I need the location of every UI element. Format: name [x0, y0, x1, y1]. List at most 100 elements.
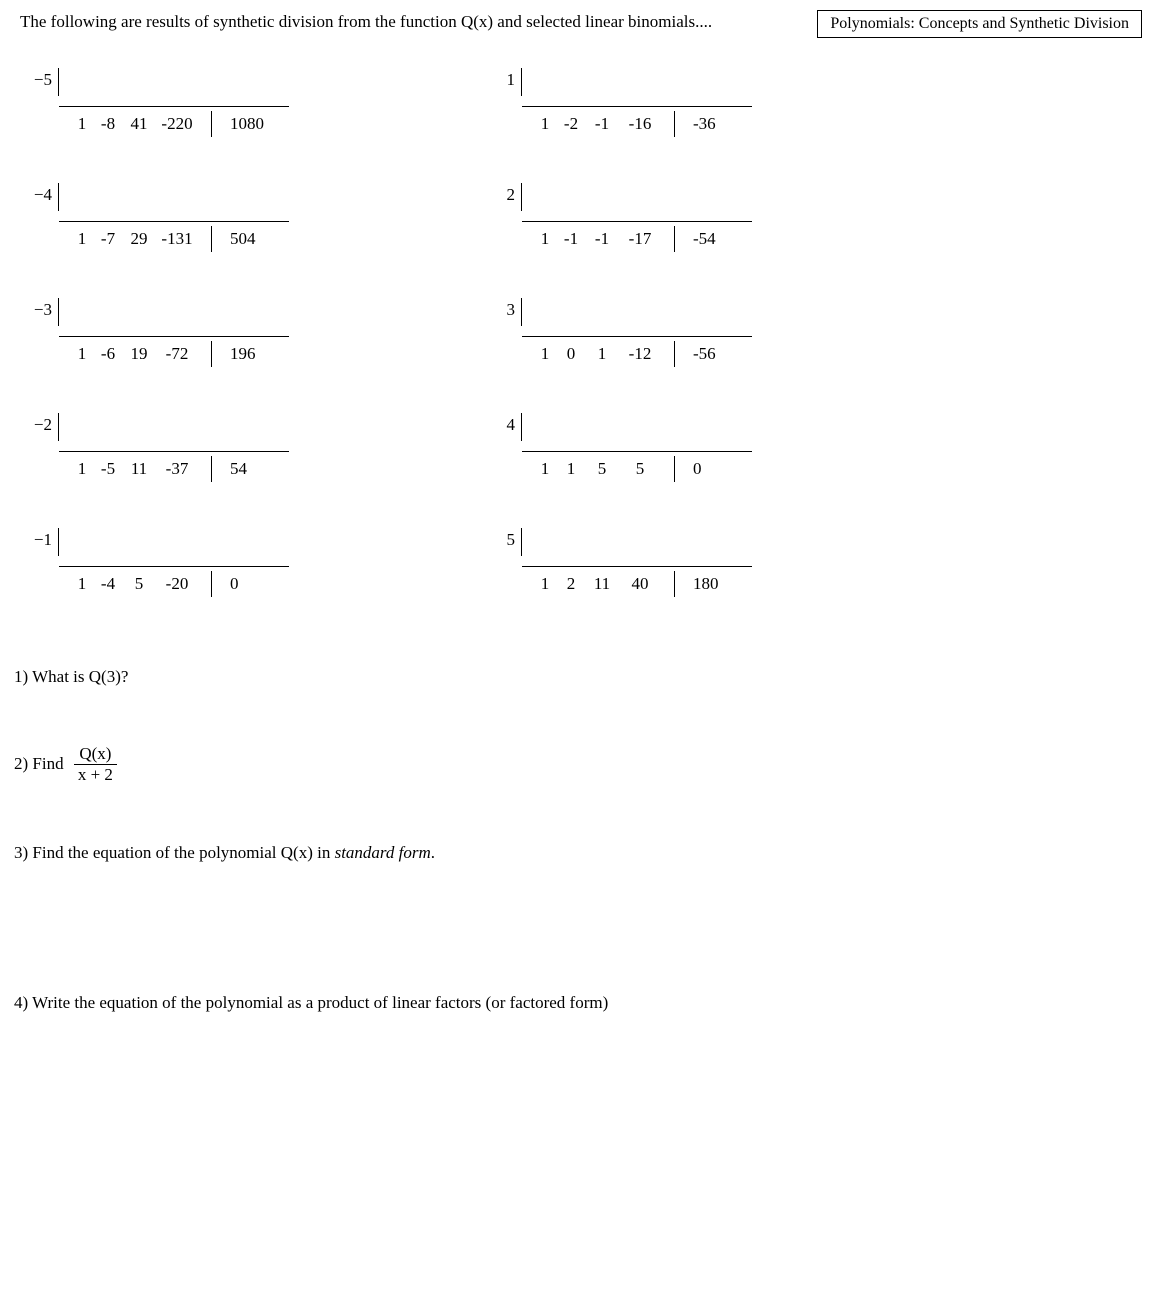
division-result-row: 121140180: [522, 567, 752, 597]
synthetic-division-row: 11-2-1-16-36: [489, 68, 752, 137]
quotient-values: 1-1-1-17: [522, 226, 675, 252]
quotient-values: 1-841-220: [59, 111, 212, 137]
q2-prefix: 2) Find: [14, 754, 64, 773]
quotient-coeff: 2: [556, 574, 586, 594]
division-top-space: [59, 183, 289, 222]
division-body: 101-12-56: [522, 298, 752, 367]
division-body: 11550: [522, 413, 752, 482]
quotient-values: 1155: [522, 456, 675, 482]
quotient-coeff: 5: [586, 459, 618, 479]
quotient-coeff: 1: [534, 574, 556, 594]
divisor-value: 2: [489, 183, 522, 211]
q2-denominator: x + 2: [74, 765, 117, 785]
divisor-value: −3: [26, 298, 59, 326]
quotient-coeff: -6: [93, 344, 123, 364]
divisor-value: 1: [489, 68, 522, 96]
division-top-space: [522, 298, 752, 337]
division-top-space: [59, 528, 289, 567]
quotient-coeff: -2: [556, 114, 586, 134]
remainder-value: 54: [212, 459, 266, 479]
remainder-value: -36: [675, 114, 729, 134]
quotient-coeff: 19: [123, 344, 155, 364]
division-result-row: 11550: [522, 452, 752, 482]
division-top-space: [522, 68, 752, 107]
synthetic-division-row: 21-1-1-17-54: [489, 183, 752, 252]
q2-fraction: Q(x) x + 2: [74, 745, 117, 785]
division-body: 1-619-72196: [59, 298, 289, 367]
synthetic-division-row: 3101-12-56: [489, 298, 752, 367]
quotient-coeff: 11: [123, 459, 155, 479]
quotient-values: 1-2-1-16: [522, 111, 675, 137]
synthetic-division-row: −31-619-72196: [26, 298, 289, 367]
quotient-coeff: 1: [586, 344, 618, 364]
division-top-space: [522, 413, 752, 452]
division-top-space: [522, 528, 752, 567]
divisor-value: −1: [26, 528, 59, 556]
question-4: 4) Write the equation of the polynomial …: [14, 993, 1142, 1013]
quotient-values: 1-619-72: [59, 341, 212, 367]
quotient-coeff: -17: [618, 229, 662, 249]
division-top-space: [59, 68, 289, 107]
remainder-value: -54: [675, 229, 729, 249]
question-1: 1) What is Q(3)?: [14, 667, 1142, 687]
divisor-value: −4: [26, 183, 59, 211]
division-body: 1-1-1-17-54: [522, 183, 752, 252]
remainder-value: 1080: [212, 114, 266, 134]
division-result-row: 1-729-131504: [59, 222, 289, 252]
quotient-coeff: 0: [556, 344, 586, 364]
quotient-coeff: 41: [123, 114, 155, 134]
right-column: 11-2-1-16-3621-1-1-17-543101-12-56411550…: [489, 68, 752, 597]
quotient-coeff: -1: [586, 114, 618, 134]
intro-text: The following are results of synthetic d…: [20, 10, 712, 32]
quotient-coeff: -8: [93, 114, 123, 134]
division-result-row: 1-45-200: [59, 567, 289, 597]
question-3: 3) Find the equation of the polynomial Q…: [14, 843, 1142, 863]
divisor-value: 5: [489, 528, 522, 556]
remainder-value: -56: [675, 344, 729, 364]
division-result-row: 1-2-1-16-36: [522, 107, 752, 137]
division-result-row: 101-12-56: [522, 337, 752, 367]
quotient-coeff: -12: [618, 344, 662, 364]
division-result-row: 1-841-2201080: [59, 107, 289, 137]
divisor-value: −2: [26, 413, 59, 441]
division-top-space: [59, 413, 289, 452]
synthetic-division-row: −41-729-131504: [26, 183, 289, 252]
quotient-coeff: 1: [71, 114, 93, 134]
q3-text-a: 3) Find the equation of the polynomial Q…: [14, 843, 335, 862]
division-top-space: [59, 298, 289, 337]
left-column: −51-841-2201080−41-729-131504−31-619-721…: [26, 68, 289, 597]
quotient-coeff: 1: [534, 114, 556, 134]
quotient-coeff: -72: [155, 344, 199, 364]
quotient-values: 121140: [522, 571, 675, 597]
synthetic-division-grid: −51-841-2201080−41-729-131504−31-619-721…: [26, 68, 1142, 597]
division-result-row: 1-511-3754: [59, 452, 289, 482]
remainder-value: 0: [212, 574, 266, 594]
quotient-coeff: -16: [618, 114, 662, 134]
division-body: 1-841-2201080: [59, 68, 289, 137]
quotient-coeff: -1: [586, 229, 618, 249]
remainder-value: 0: [675, 459, 729, 479]
quotient-values: 1-729-131: [59, 226, 212, 252]
synthetic-division-row: −21-511-3754: [26, 413, 289, 482]
synthetic-division-row: −51-841-2201080: [26, 68, 289, 137]
quotient-values: 1-511-37: [59, 456, 212, 482]
quotient-coeff: 1: [556, 459, 586, 479]
quotient-coeff: 1: [534, 229, 556, 249]
synthetic-division-row: 5121140180: [489, 528, 752, 597]
division-result-row: 1-619-72196: [59, 337, 289, 367]
division-body: 1-729-131504: [59, 183, 289, 252]
q3-text-c: .: [431, 843, 435, 862]
quotient-coeff: -1: [556, 229, 586, 249]
q3-text-b: standard form: [335, 843, 431, 862]
quotient-coeff: 5: [618, 459, 662, 479]
question-2: 2) Find Q(x) x + 2: [14, 745, 1142, 785]
synthetic-division-row: −11-45-200: [26, 528, 289, 597]
quotient-coeff: 40: [618, 574, 662, 594]
divisor-value: −5: [26, 68, 59, 96]
division-body: 1-45-200: [59, 528, 289, 597]
header: The following are results of synthetic d…: [20, 10, 1142, 38]
questions: 1) What is Q(3)? 2) Find Q(x) x + 2 3) F…: [14, 667, 1142, 1013]
division-body: 121140180: [522, 528, 752, 597]
remainder-value: 504: [212, 229, 266, 249]
quotient-coeff: 1: [71, 344, 93, 364]
